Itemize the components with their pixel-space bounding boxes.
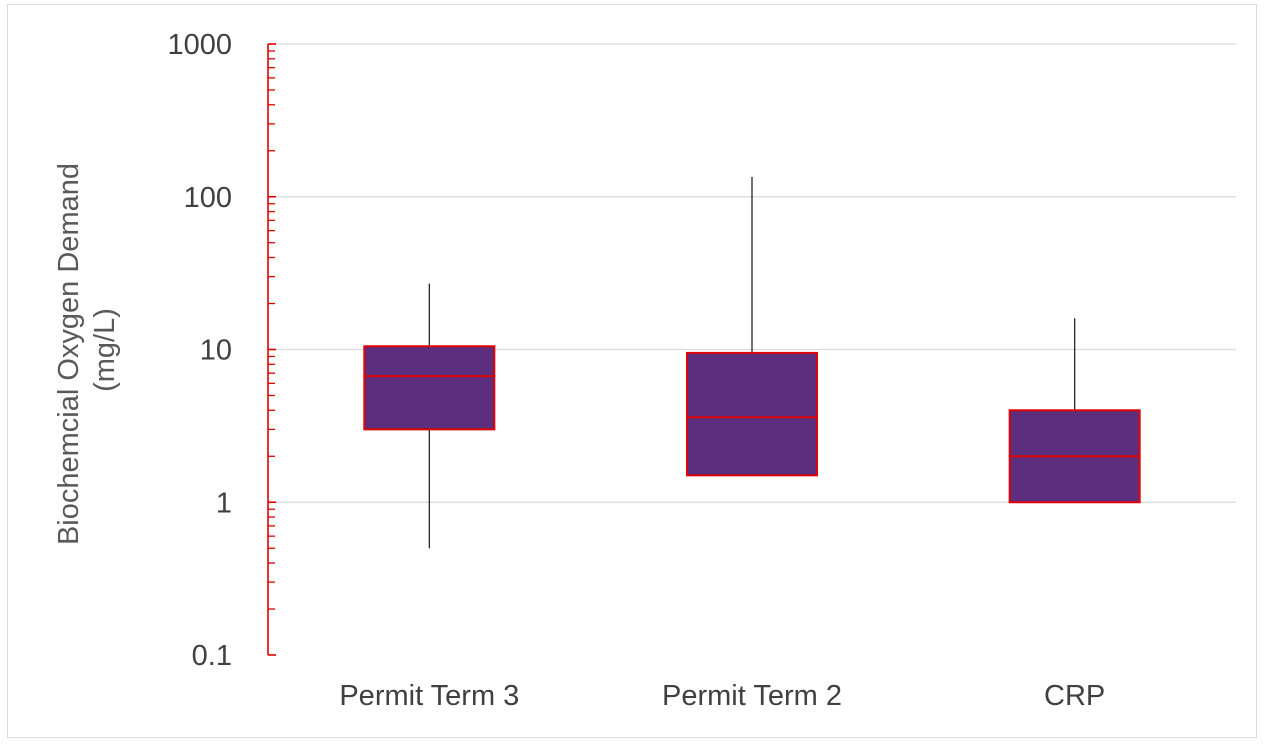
y-axis-title: Biochemcial Oxygen Demand (mg/L)	[53, 155, 121, 545]
box-group-3	[1008, 318, 1141, 504]
y-tick-label: 100	[184, 182, 232, 214]
y-axis-title-line-2: (mg/L)	[89, 308, 121, 392]
y-tick-label: 10	[200, 335, 232, 367]
chart-frame	[7, 4, 1257, 738]
box-iqr	[363, 345, 496, 431]
x-category-label: Permit Term 2	[662, 680, 842, 712]
y-tick-label: 1	[216, 487, 232, 519]
x-category-label: CRP	[1044, 680, 1105, 712]
y-axis	[267, 43, 276, 656]
y-tick-labels: 0.1 1 10 100 1000	[167, 29, 232, 672]
y-axis-title-line-1: Biochemcial Oxygen Demand	[53, 163, 85, 545]
x-category-label: Permit Term 3	[339, 680, 519, 712]
x-category-labels: Permit Term 3 Permit Term 2 CRP	[339, 680, 1105, 712]
boxes	[363, 176, 1141, 549]
y-tick-label: 0.1	[192, 640, 232, 672]
box-group-1	[363, 283, 496, 549]
y-tick-label: 1000	[167, 29, 232, 61]
box-group-2	[686, 176, 818, 477]
box-iqr	[686, 351, 818, 477]
y-axis-title-text: Biochemcial Oxygen Demand (mg/L)	[53, 155, 121, 545]
